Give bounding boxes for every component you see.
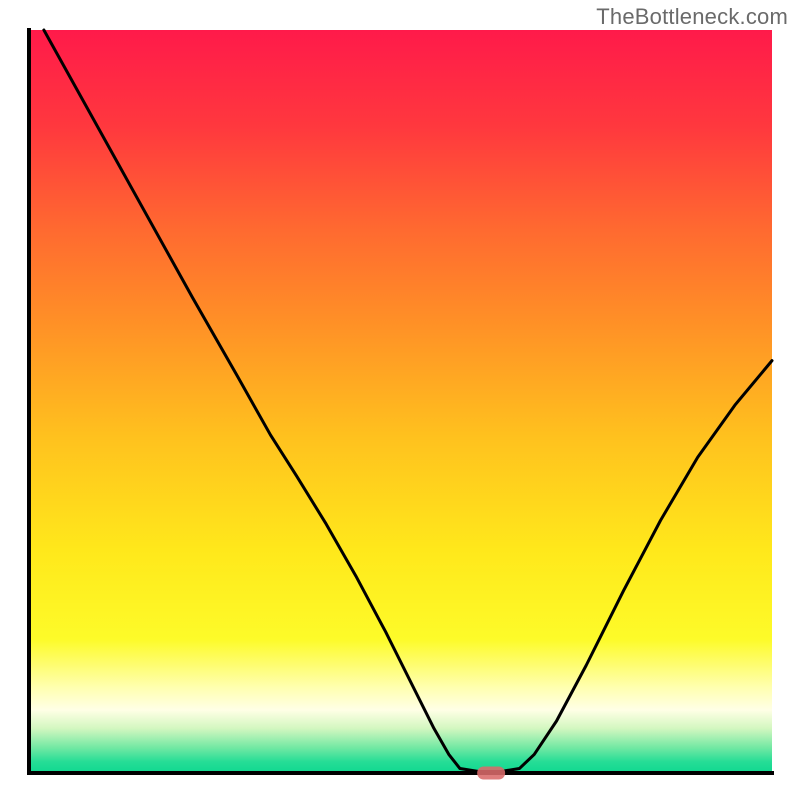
- chart-container: { "watermark": { "text": "TheBottleneck.…: [0, 0, 800, 800]
- minimum-marker: [477, 767, 505, 780]
- watermark-text: TheBottleneck.com: [596, 4, 788, 30]
- bottleneck-curve-chart: [0, 0, 800, 800]
